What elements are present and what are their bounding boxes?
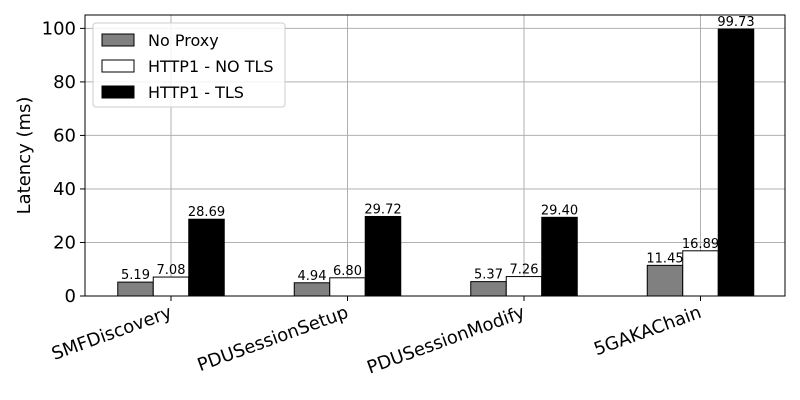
bar-pdusessionsetup-series-2 — [364, 215, 402, 297]
bar-value-label: 29.72 — [364, 202, 401, 217]
legend: No Proxy HTTP1 - NO TLS HTTP1 - TLS — [92, 22, 286, 108]
legend-swatch-0 — [101, 33, 135, 47]
plot-frame — [84, 14, 786, 297]
bar-value-label: 7.08 — [157, 263, 186, 278]
bar-pdusessionsetup-series-1 — [329, 277, 366, 297]
x-axis-ticks: SMFDiscovery PDUSessionSetup PDUSessionMod… — [49, 296, 704, 379]
bar-value-label: 4.94 — [298, 269, 327, 284]
bar-value-label: 6.80 — [333, 264, 362, 279]
legend-swatch-1 — [101, 59, 135, 73]
bar-pdusessionsetup-series-0 — [293, 282, 331, 297]
legend-box — [92, 22, 286, 108]
y-tick-label: 80 — [53, 72, 76, 93]
bar-value-label: 5.19 — [121, 268, 150, 283]
bar-value-label: 99.73 — [717, 15, 754, 30]
y-axis-ticks: 0 20 40 60 80 100 — [42, 18, 85, 307]
bar-5gakachain-series-2 — [717, 28, 755, 297]
x-tick-label-pdusessionmodify: PDUSessionModify — [364, 302, 528, 379]
bar-smfdiscovery-series-2 — [188, 218, 225, 297]
bar-5gakachain-series-0 — [646, 264, 684, 297]
legend-label-2: HTTP1 - TLS — [148, 83, 244, 102]
bar-smfdiscovery-series-0 — [117, 281, 154, 297]
bar-value-label: 5.37 — [474, 268, 503, 283]
bar-value-label: 28.69 — [188, 205, 225, 220]
bars — [117, 28, 755, 297]
bar-value-label: 29.40 — [541, 203, 578, 218]
x-tick-label-5gakachain: 5GAKAChain — [591, 302, 704, 360]
legend-label-1: HTTP1 - NO TLS — [148, 57, 274, 76]
bar-pdusessionmodify-series-2 — [541, 216, 578, 297]
bar-value-label: 7.26 — [510, 263, 539, 278]
bar-smfdiscovery-series-1 — [152, 276, 190, 297]
y-tick-label: 100 — [42, 18, 76, 39]
bar-pdusessionmodify-series-1 — [505, 276, 543, 297]
x-tick-label-pdusessionsetup: PDUSessionSetup — [195, 302, 352, 376]
legend-swatch-2 — [101, 85, 135, 99]
y-axis-label: Latency (ms) — [14, 97, 35, 215]
bar-pdusessionmodify-series-0 — [470, 281, 507, 297]
x-tick-label-smfdiscovery: SMFDiscovery — [49, 302, 175, 365]
bar-value-label: 16.89 — [682, 237, 719, 252]
legend-label-0: No Proxy — [148, 31, 219, 50]
bar-value-labels: 5.19 4.94 5.37 11.45 7.08 6.80 7.26 16.89 28.69 2… — [121, 15, 755, 284]
bar-5gakachain-series-1 — [682, 250, 719, 297]
y-tick-label: 20 — [53, 232, 76, 253]
bar-value-label: 11.45 — [646, 251, 683, 266]
y-tick-label: 40 — [53, 179, 76, 200]
y-tick-label: 60 — [53, 125, 76, 146]
y-tick-label: 0 — [65, 286, 76, 307]
